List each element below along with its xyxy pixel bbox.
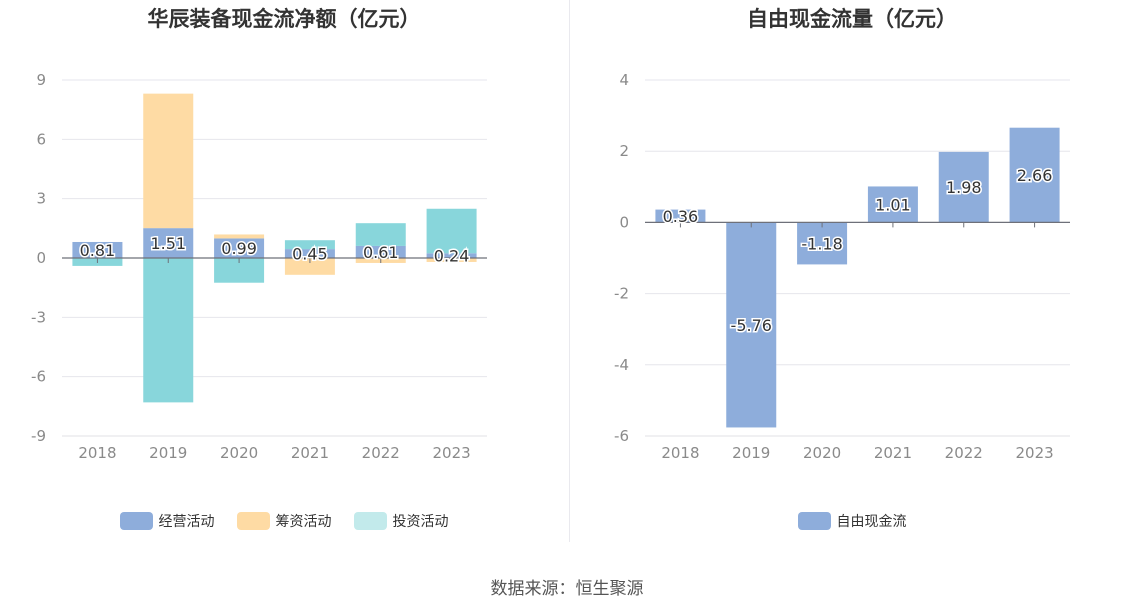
data-label: 0.36 (663, 207, 699, 226)
legend-label-operating: 经营活动 (158, 514, 215, 530)
y-tick-label: 0 (619, 213, 629, 231)
x-tick-label: 2020 (220, 444, 258, 462)
y-tick-label: 2 (619, 142, 629, 160)
x-tick-label: 2018 (661, 444, 699, 462)
legend-item-operating[interactable]: 经营活动 (119, 511, 215, 531)
bar-series-2[interactable] (355, 223, 406, 246)
x-tick-label: 2021 (291, 444, 329, 462)
x-tick-label: 2022 (362, 444, 400, 462)
legend-item-free-cashflow[interactable]: 自由现金流 (797, 511, 907, 531)
legend-label-financing: 筹资活动 (275, 514, 332, 530)
y-tick-label: -4 (614, 356, 629, 374)
legend-label-free-cashflow: 自由现金流 (836, 514, 907, 530)
legend-item-investing[interactable]: 投资活动 (353, 511, 449, 531)
panel-divider (569, 0, 570, 542)
data-label: 0.61 (363, 243, 399, 262)
x-tick-label: 2023 (432, 444, 470, 462)
bar-primary[interactable] (426, 253, 477, 258)
y-tick-label: -3 (31, 308, 46, 326)
legend: 经营活动 筹资活动 投资活动 (0, 511, 568, 531)
bar-primary[interactable] (143, 228, 194, 258)
legend-item-financing[interactable]: 筹资活动 (236, 511, 332, 531)
x-tick-label: 2018 (78, 444, 116, 462)
legend-swatch-investing (353, 512, 387, 530)
free-cashflow-bar-chart: 4 2 0 -2 -4 -6 2018 2019 2020 2021 2022 2023 0.36 -5.… (614, 71, 1070, 462)
bar-series-1[interactable] (143, 93, 194, 229)
data-label: -1.18 (801, 234, 842, 253)
legend: 自由现金流 (570, 511, 1134, 531)
data-label: -5.76 (731, 316, 772, 335)
bar-primary[interactable] (938, 151, 989, 223)
data-label: 1.51 (150, 234, 186, 253)
bar-primary[interactable] (355, 245, 406, 258)
bar-primary[interactable] (655, 209, 706, 223)
data-label: 2.66 (1017, 166, 1053, 185)
legend-swatch-operating (119, 512, 153, 530)
x-tick-label: 2020 (803, 444, 841, 462)
x-tick-label: 2021 (874, 444, 912, 462)
bar-primary[interactable] (797, 222, 848, 265)
data-label: 0.45 (292, 245, 328, 264)
data-label: 0.99 (221, 239, 257, 258)
data-label: 1.01 (875, 195, 911, 214)
legend-swatch-free-cashflow (797, 512, 831, 530)
x-tick-label: 2019 (732, 444, 770, 462)
chart-title: 自由现金流量（亿元） (747, 7, 957, 31)
cashflow-bar-chart: 9 6 3 0 -3 -6 -9 2018 2019 2020 2021 2022 2023 0.81 1.… (31, 71, 487, 462)
bar-series-1[interactable] (214, 234, 265, 239)
bar-series-2[interactable] (426, 208, 477, 254)
bar-primary[interactable] (214, 238, 265, 258)
legend-swatch-financing (236, 512, 270, 530)
bar-primary[interactable] (284, 249, 335, 258)
y-tick-label: 3 (36, 190, 46, 208)
y-tick-label: 0 (36, 249, 46, 267)
x-tick-label: 2023 (1015, 444, 1053, 462)
y-tick-label: 9 (36, 71, 46, 89)
data-label: 0.24 (434, 247, 470, 266)
data-source-footer: 数据来源：恒生聚源 (490, 579, 644, 599)
bar-primary[interactable] (72, 241, 123, 258)
data-label: 0.81 (80, 241, 116, 260)
y-tick-label: -6 (31, 368, 46, 386)
y-tick-label: -9 (31, 427, 46, 445)
data-label: 1.98 (946, 178, 982, 197)
bar-primary[interactable] (867, 186, 918, 223)
bar-series-2[interactable] (143, 258, 194, 403)
y-tick-label: -6 (614, 427, 629, 445)
y-tick-label: 4 (619, 71, 629, 89)
cashflow-chart-panel: 华辰装备现金流净额（亿元） 9 6 3 0 -3 -6 -9 2018 2019 2020 2021… (0, 0, 568, 545)
legend-label-investing: 投资活动 (392, 514, 449, 530)
y-tick-label: 6 (36, 130, 46, 148)
bar-primary[interactable] (726, 222, 777, 428)
bar-primary[interactable] (1009, 127, 1060, 223)
y-tick-label: -2 (614, 285, 629, 303)
x-tick-label: 2019 (149, 444, 187, 462)
bar-series-1[interactable] (284, 258, 335, 275)
free-cashflow-chart-panel: 自由现金流量（亿元） 4 2 0 -2 -4 -6 2018 2019 2020 2021 2022… (570, 0, 1134, 545)
chart-title: 华辰装备现金流净额（亿元） (147, 7, 421, 31)
x-tick-label: 2022 (945, 444, 983, 462)
bar-series-2[interactable] (284, 240, 335, 250)
